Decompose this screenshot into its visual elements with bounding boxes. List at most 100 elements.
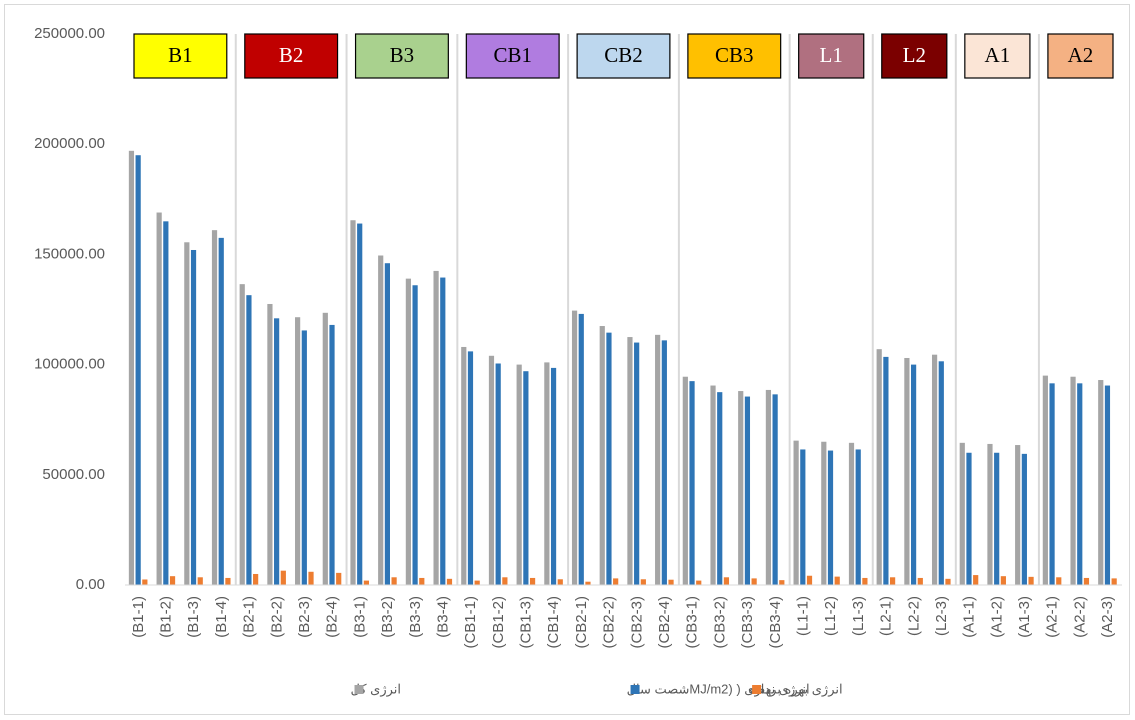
- bar: [405, 278, 411, 585]
- bar: [682, 376, 688, 585]
- bar: [821, 441, 827, 585]
- x-tick-label: (A2-3): [1099, 596, 1116, 638]
- x-tick-label: (CB3-4): [767, 596, 784, 649]
- y-tick-label: 200000.00: [34, 135, 105, 152]
- x-tick-label: (B3-1): [351, 596, 368, 638]
- bar: [467, 351, 474, 585]
- bar: [446, 578, 453, 585]
- bar: [661, 340, 667, 585]
- group-box: [964, 33, 1031, 79]
- bar: [156, 212, 162, 586]
- y-tick-label: 150000.00: [34, 245, 105, 262]
- x-tick-label: (A2-1): [1044, 596, 1061, 638]
- group-label: CB2: [604, 43, 643, 67]
- bar: [301, 330, 307, 585]
- bar: [938, 361, 944, 585]
- bar: [696, 580, 702, 585]
- bar: [772, 394, 778, 585]
- bar: [1056, 577, 1062, 585]
- bar: [419, 577, 425, 585]
- x-tick-label: (CB1-1): [462, 596, 479, 649]
- bar: [280, 570, 286, 585]
- y-tick-label: 100000.00: [34, 356, 105, 373]
- group-label: CB3: [715, 43, 754, 67]
- bar: [557, 579, 563, 585]
- bar: [128, 150, 135, 585]
- legend-swatch: [630, 685, 640, 694]
- bar: [336, 572, 342, 585]
- bar: [599, 326, 605, 585]
- bar: [806, 575, 813, 585]
- bar: [931, 354, 938, 585]
- x-tick-label: (B3-2): [379, 596, 396, 638]
- bar: [723, 577, 730, 585]
- bar: [440, 277, 446, 585]
- bar: [322, 312, 328, 585]
- legend-swatch: [354, 685, 364, 694]
- group-box: [798, 33, 865, 79]
- bar: [1028, 576, 1034, 585]
- x-tick-label: (B3-3): [407, 596, 424, 638]
- group-box: [881, 33, 948, 79]
- bar: [655, 334, 661, 585]
- y-tick-label: 250000.00: [34, 25, 105, 42]
- group-box: [244, 33, 339, 79]
- bar: [945, 578, 951, 585]
- bar: [613, 578, 619, 585]
- bar: [834, 576, 840, 585]
- bar: [793, 440, 799, 585]
- bar: [889, 577, 896, 585]
- group-box: [687, 33, 782, 79]
- bar: [378, 255, 384, 585]
- x-tick-label: (CB3-2): [711, 596, 728, 649]
- bar: [1021, 453, 1027, 585]
- x-tick-label: (L1-1): [794, 596, 811, 636]
- bar: [218, 237, 224, 585]
- bar: [862, 577, 868, 585]
- bar: [779, 580, 785, 585]
- bar: [627, 337, 633, 585]
- bar: [883, 356, 889, 585]
- x-tick-label: (CB3-1): [684, 596, 701, 649]
- bar: [163, 221, 169, 585]
- group-box: [576, 33, 671, 79]
- x-tick-label: (CB1-2): [490, 596, 507, 649]
- bar: [1111, 578, 1117, 585]
- bar: [357, 223, 363, 585]
- bar: [190, 249, 197, 585]
- bar: [1104, 385, 1111, 585]
- x-tick-label: (CB2-4): [656, 596, 673, 649]
- group-box: [465, 33, 560, 79]
- bar: [1000, 576, 1006, 585]
- x-tick-label: (CB2-1): [573, 596, 590, 649]
- x-tick-label: (B2-2): [268, 596, 285, 638]
- y-tick-label: 0.00: [76, 576, 105, 593]
- bar: [391, 577, 397, 585]
- x-tick-label: (CB1-4): [545, 596, 562, 649]
- bar: [585, 581, 591, 585]
- x-tick-label: (CB2-3): [628, 596, 645, 649]
- group-label: CB1: [493, 43, 532, 67]
- bar: [474, 580, 480, 585]
- bar: [571, 310, 578, 585]
- bar: [994, 452, 1000, 585]
- x-tick-label: (B1-2): [158, 596, 175, 638]
- bar: [959, 442, 965, 585]
- x-tick-label: (B1-1): [130, 596, 147, 638]
- y-tick-label: 50000.00: [42, 466, 105, 483]
- group-label: L1: [820, 43, 843, 67]
- bar: [876, 349, 882, 585]
- bar: [308, 571, 314, 585]
- bar: [267, 303, 273, 585]
- group-box: [133, 33, 228, 79]
- bar: [1049, 383, 1055, 585]
- bar: [412, 285, 418, 585]
- bar: [461, 346, 467, 585]
- bar: [910, 364, 917, 585]
- group-box: [354, 33, 449, 79]
- bar: [433, 270, 439, 585]
- bar: [668, 579, 674, 585]
- x-tick-label: (A1-3): [1016, 596, 1033, 638]
- bar: [855, 449, 861, 585]
- bar: [142, 579, 148, 585]
